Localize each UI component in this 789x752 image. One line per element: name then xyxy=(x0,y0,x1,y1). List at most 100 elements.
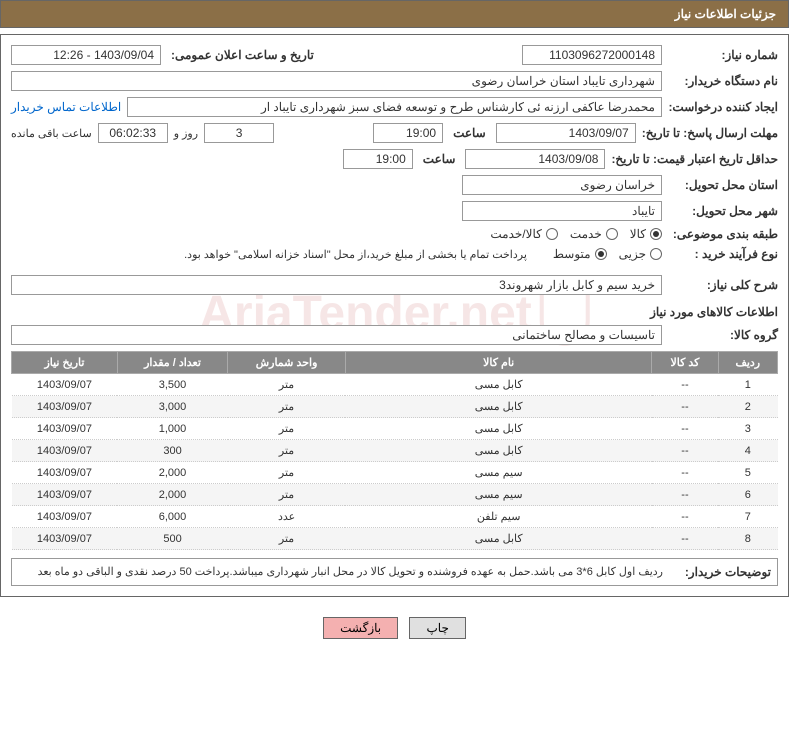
table-cell: 1403/09/07 xyxy=(12,506,118,528)
table-cell: 1403/09/07 xyxy=(12,374,118,396)
contact-link[interactable]: اطلاعات تماس خریدار xyxy=(11,100,121,114)
table-cell: 1,000 xyxy=(117,418,227,440)
need-number-value: 1103096272000148 xyxy=(522,45,662,65)
table-cell: 1403/09/07 xyxy=(12,396,118,418)
table-cell: 7 xyxy=(718,506,777,528)
table-row: 4--کابل مسیمتر3001403/09/07 xyxy=(12,440,778,462)
process-label: نوع فرآیند خرید : xyxy=(668,247,778,261)
table-cell: 5 xyxy=(718,462,777,484)
table-cell: -- xyxy=(652,440,718,462)
th-date: تاریخ نیاز xyxy=(12,352,118,374)
buyer-notes-label: توضیحات خریدار: xyxy=(671,565,771,579)
need-number-label: شماره نیاز: xyxy=(668,48,778,62)
table-cell: 500 xyxy=(117,528,227,550)
countdown-value: 06:02:33 xyxy=(98,123,168,143)
table-row: 5--سیم مسیمتر2,0001403/09/07 xyxy=(12,462,778,484)
table-row: 8--کابل مسیمتر5001403/09/07 xyxy=(12,528,778,550)
category-label: طبقه بندی موضوعی: xyxy=(668,227,778,241)
days-remaining-value: 3 xyxy=(204,123,274,143)
province-value: خراسان رضوی xyxy=(462,175,662,195)
deadline-date-value: 1403/09/07 xyxy=(496,123,636,143)
table-cell: متر xyxy=(228,484,346,506)
table-cell: -- xyxy=(652,528,718,550)
table-cell: 8 xyxy=(718,528,777,550)
table-cell: 2,000 xyxy=(117,484,227,506)
deadline-time-value: 19:00 xyxy=(373,123,443,143)
table-row: 2--کابل مسیمتر3,0001403/09/07 xyxy=(12,396,778,418)
th-code: کد کالا xyxy=(652,352,718,374)
table-cell: 300 xyxy=(117,440,227,462)
table-row: 7--سیم تلفنعدد6,0001403/09/07 xyxy=(12,506,778,528)
table-cell: 3 xyxy=(718,418,777,440)
th-row: ردیف xyxy=(718,352,777,374)
table-cell: 3,500 xyxy=(117,374,227,396)
table-cell: 1403/09/07 xyxy=(12,440,118,462)
process-radio-group: جزیی متوسط xyxy=(553,247,662,261)
category-radio-group: کالا خدمت کالا/خدمت xyxy=(490,227,662,241)
table-cell: 1403/09/07 xyxy=(12,418,118,440)
city-label: شهر محل تحویل: xyxy=(668,204,778,218)
table-cell: -- xyxy=(652,418,718,440)
table-cell: متر xyxy=(228,396,346,418)
group-label: گروه کالا: xyxy=(668,328,778,342)
table-cell: متر xyxy=(228,462,346,484)
table-cell: 1403/09/07 xyxy=(12,528,118,550)
radio-partial[interactable]: جزیی xyxy=(619,247,662,261)
requester-label: ایجاد کننده درخواست: xyxy=(668,100,778,114)
city-value: تایباد xyxy=(462,201,662,221)
table-cell: 1403/09/07 xyxy=(12,462,118,484)
province-label: استان محل تحویل: xyxy=(668,178,778,192)
radio-khedmat[interactable]: خدمت xyxy=(570,227,618,241)
buyer-notes-content: ردیف اول کابل 6*3 می باشد.حمل به عهده فر… xyxy=(18,565,663,579)
summary-value: خرید سیم و کابل بازار شهروند3 xyxy=(11,275,662,295)
radio-circle-icon xyxy=(650,248,662,260)
table-cell: سیم مسی xyxy=(345,484,651,506)
table-cell: -- xyxy=(652,374,718,396)
table-cell: کابل مسی xyxy=(345,528,651,550)
radio-kala[interactable]: کالا xyxy=(630,227,662,241)
goods-table: ردیف کد کالا نام کالا واحد شمارش تعداد /… xyxy=(11,351,778,550)
radio-medium[interactable]: متوسط xyxy=(553,247,607,261)
radio-kala-khedmat[interactable]: کالا/خدمت xyxy=(490,227,557,241)
table-cell: متر xyxy=(228,528,346,550)
table-cell: 6 xyxy=(718,484,777,506)
deadline-label: مهلت ارسال پاسخ: تا تاریخ: xyxy=(642,126,778,140)
page-title-bar: جزئیات اطلاعات نیاز xyxy=(0,0,789,28)
table-cell: 3,000 xyxy=(117,396,227,418)
table-cell: کابل مسی xyxy=(345,374,651,396)
table-cell: 6,000 xyxy=(117,506,227,528)
days-word: روز و xyxy=(174,127,198,140)
table-cell: کابل مسی xyxy=(345,418,651,440)
table-cell: متر xyxy=(228,418,346,440)
buyer-org-value: شهرداری تایباد استان خراسان رضوی xyxy=(11,71,662,91)
main-panel: AriaTender.net شماره نیاز: 1103096272000… xyxy=(0,34,789,597)
summary-label: شرح کلی نیاز: xyxy=(668,278,778,292)
table-cell: متر xyxy=(228,440,346,462)
th-qty: تعداد / مقدار xyxy=(117,352,227,374)
button-row: چاپ بازگشت xyxy=(0,609,789,647)
table-cell: -- xyxy=(652,396,718,418)
table-cell: عدد xyxy=(228,506,346,528)
print-button[interactable]: چاپ xyxy=(409,617,465,639)
validity-date-value: 1403/09/08 xyxy=(465,149,605,169)
table-cell: -- xyxy=(652,484,718,506)
time-label-1: ساعت xyxy=(453,126,486,140)
table-cell: سیم مسی xyxy=(345,462,651,484)
table-cell: 4 xyxy=(718,440,777,462)
radio-circle-icon xyxy=(546,228,558,240)
table-cell: 1 xyxy=(718,374,777,396)
back-button[interactable]: بازگشت xyxy=(323,617,398,639)
table-cell: 2 xyxy=(718,396,777,418)
table-row: 1--کابل مسیمتر3,5001403/09/07 xyxy=(12,374,778,396)
time-label-2: ساعت xyxy=(423,152,456,166)
announce-datetime-value: 1403/09/04 - 12:26 xyxy=(11,45,161,65)
buyer-notes-box: توضیحات خریدار: ردیف اول کابل 6*3 می باش… xyxy=(11,558,778,586)
table-cell: سیم تلفن xyxy=(345,506,651,528)
table-cell: -- xyxy=(652,462,718,484)
th-name: نام کالا xyxy=(345,352,651,374)
table-cell: کابل مسی xyxy=(345,440,651,462)
th-unit: واحد شمارش xyxy=(228,352,346,374)
table-cell: کابل مسی xyxy=(345,396,651,418)
announce-datetime-label: تاریخ و ساعت اعلان عمومی: xyxy=(171,48,314,62)
buyer-org-label: نام دستگاه خریدار: xyxy=(668,74,778,88)
